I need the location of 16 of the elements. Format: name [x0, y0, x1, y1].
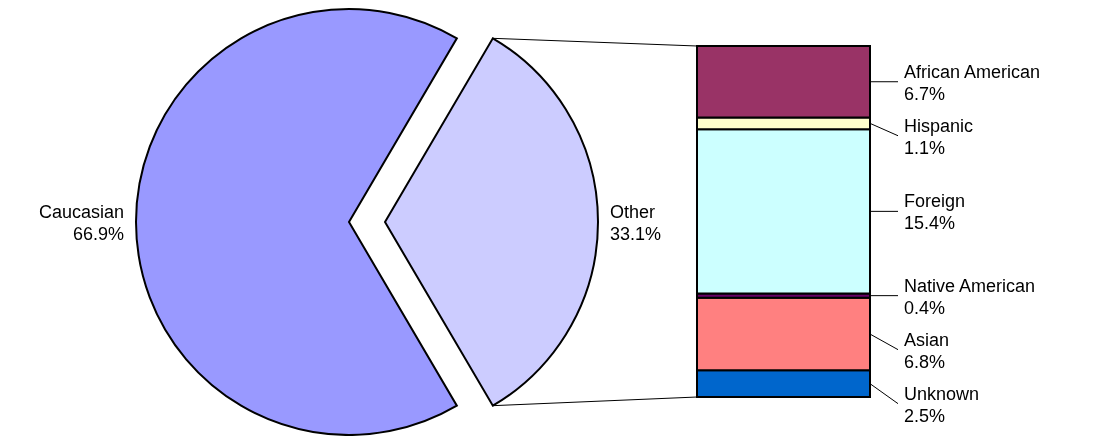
- data-label: 2.5%: [904, 405, 946, 426]
- series-label: Unknown: [904, 383, 980, 404]
- series-label: Asian: [904, 329, 950, 350]
- data-label: 0.4%: [904, 297, 946, 318]
- data-label: 33.1%: [610, 224, 662, 244]
- series-label: Hispanic: [904, 115, 974, 136]
- series-label: Native American: [904, 275, 1036, 296]
- data-label: 15.4%: [904, 213, 956, 234]
- slice-label: Other: [610, 202, 656, 222]
- data-label: 1.1%: [904, 137, 946, 158]
- data-label: 6.7%: [904, 83, 946, 104]
- data-label: 66.9%: [72, 224, 124, 244]
- series-label: African American: [904, 61, 1041, 82]
- series-label: Foreign: [904, 191, 966, 212]
- slice-label: Caucasian: [38, 202, 124, 222]
- data-label: 6.8%: [904, 351, 946, 372]
